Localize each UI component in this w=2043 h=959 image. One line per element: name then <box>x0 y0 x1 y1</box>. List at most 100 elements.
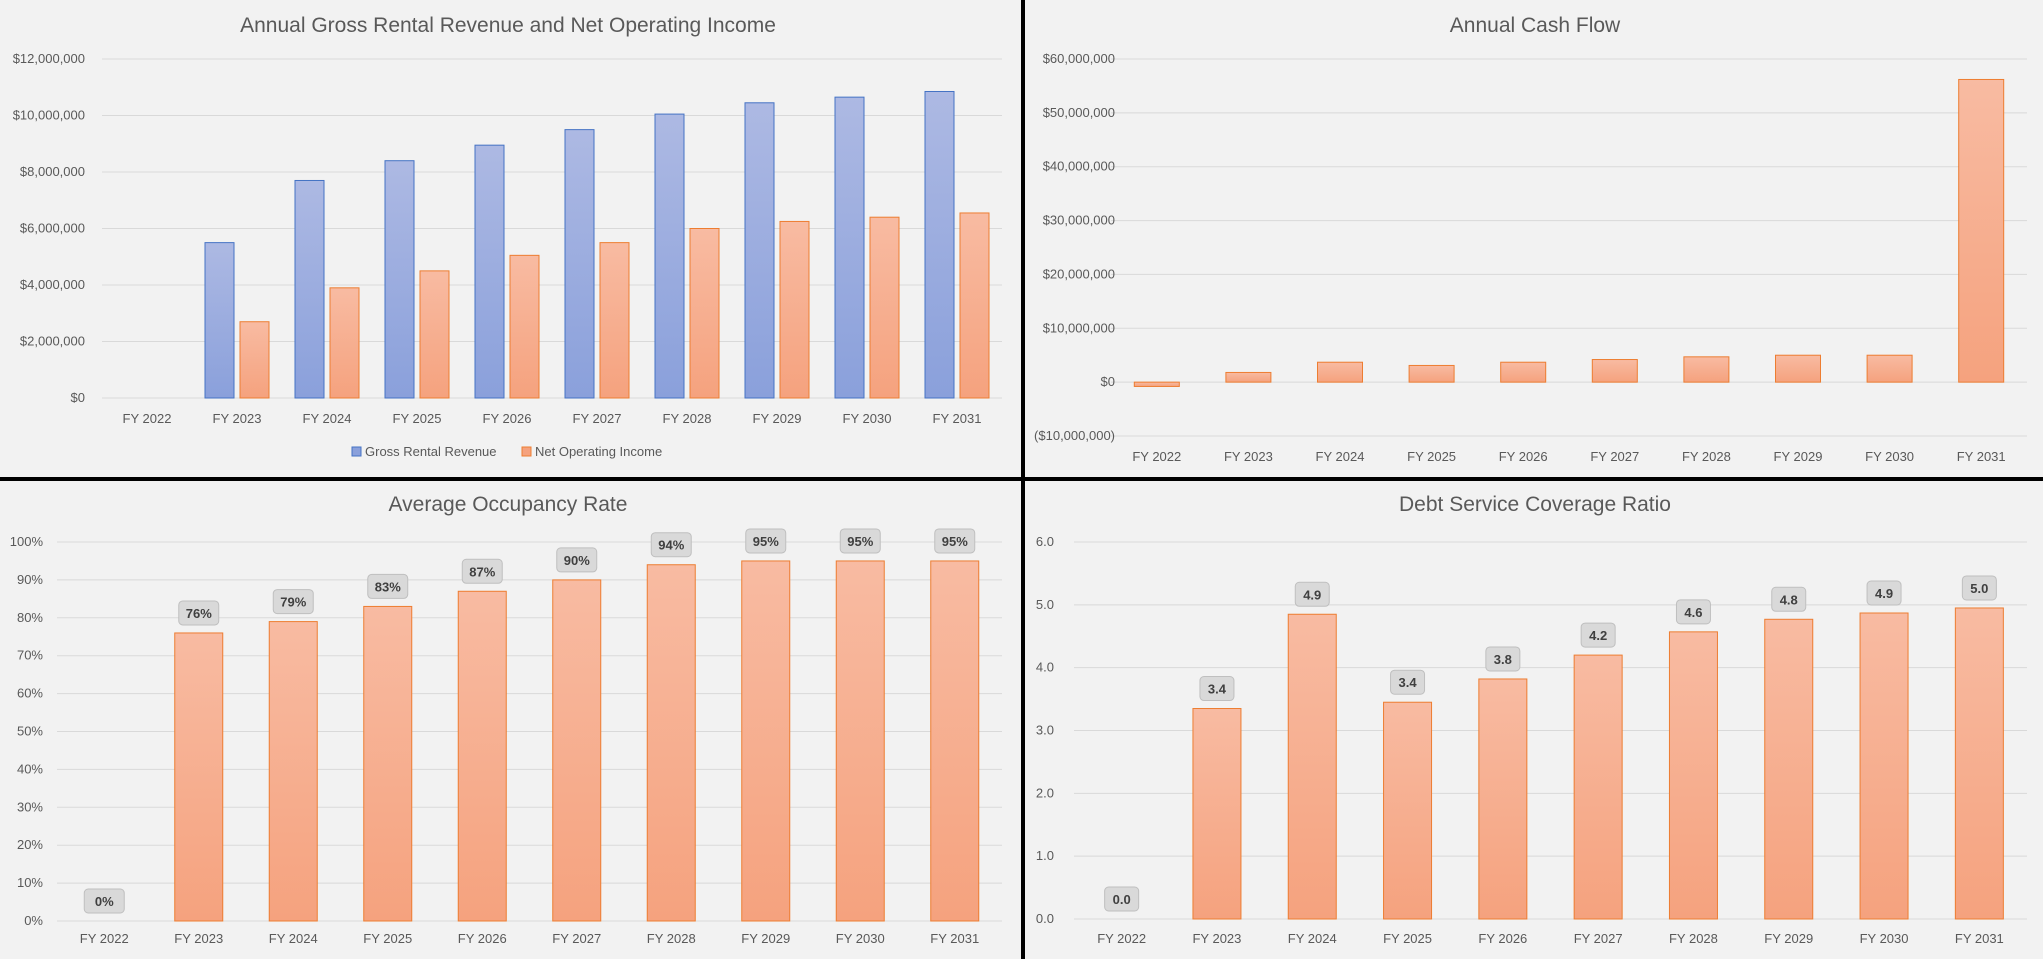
data-label: 4.2 <box>1589 628 1607 643</box>
x-tick-label: FY 2029 <box>1764 931 1813 946</box>
x-tick-label: FY 2026 <box>458 931 507 946</box>
legend-swatch <box>351 446 362 457</box>
data-label: 4.8 <box>1780 592 1798 607</box>
value-bar <box>1683 356 1730 383</box>
data-label: 95% <box>942 534 968 549</box>
x-tick-label: FY 2022 <box>123 411 172 426</box>
value-bar <box>552 579 602 922</box>
x-tick-label: FY 2023 <box>213 411 262 426</box>
data-label: 3.8 <box>1494 652 1512 667</box>
y-tick-label: 2.0 <box>1036 785 1054 800</box>
noi-bar <box>779 220 810 399</box>
y-tick-label: 90% <box>17 572 43 587</box>
y-tick-label: 50% <box>17 724 43 739</box>
x-tick-label: FY 2030 <box>836 931 885 946</box>
x-tick-label: FY 2027 <box>1574 931 1623 946</box>
x-tick-label: FY 2030 <box>1860 931 1909 946</box>
y-tick-label: $12,000,000 <box>13 51 85 66</box>
data-label-box <box>367 573 409 599</box>
value-bar <box>646 564 696 922</box>
value-bar <box>1668 631 1718 920</box>
noi-bar <box>869 216 900 399</box>
data-label: 95% <box>847 534 873 549</box>
x-tick-label: FY 2026 <box>483 411 532 426</box>
y-tick-label: 5.0 <box>1036 597 1054 612</box>
value-bar <box>1764 618 1814 920</box>
data-label: 83% <box>375 579 401 594</box>
x-tick-label: FY 2025 <box>393 411 442 426</box>
y-tick-label: $0 <box>1101 374 1115 389</box>
x-tick-label: FY 2024 <box>269 931 318 946</box>
y-tick-label: $10,000,000 <box>13 108 85 123</box>
data-label: 76% <box>186 606 212 621</box>
y-tick-label: $40,000,000 <box>1043 159 1115 174</box>
data-label-box <box>1961 575 1997 601</box>
legend-label: Net Operating Income <box>535 444 662 459</box>
y-tick-label: $10,000,000 <box>1043 320 1115 335</box>
x-tick-label: FY 2031 <box>1957 449 2006 464</box>
data-label-box <box>1580 622 1616 648</box>
noi-bar <box>959 212 990 399</box>
x-tick-label: FY 2028 <box>647 931 696 946</box>
x-tick-label: FY 2027 <box>1590 449 1639 464</box>
x-tick-label: FY 2022 <box>1132 449 1181 464</box>
gross-revenue-bar <box>834 96 865 399</box>
x-tick-label: FY 2028 <box>1682 449 1731 464</box>
y-tick-label: 60% <box>17 686 43 701</box>
noi-bar <box>509 254 540 399</box>
data-label-box <box>1771 586 1807 612</box>
noi-bar <box>689 228 720 399</box>
cash-flow-chart-panel: Annual Cash Flow ($10,000,000) $0 $10,000,0… <box>1023 0 2043 479</box>
y-tick-label: 6.0 <box>1036 534 1054 549</box>
y-tick-label: 40% <box>17 761 43 776</box>
legend-label: Gross Rental Revenue <box>365 444 497 459</box>
value-bar <box>1591 359 1638 383</box>
data-label-box <box>556 547 598 573</box>
data-label: 3.4 <box>1208 682 1227 697</box>
x-tick-label: FY 2024 <box>303 411 352 426</box>
value-bar <box>1866 354 1913 383</box>
data-label: 90% <box>564 553 590 568</box>
data-label: 87% <box>469 564 495 579</box>
value-bar <box>1573 654 1623 920</box>
chart-title: Average Occupancy Rate <box>389 493 628 516</box>
value-bar <box>741 560 791 922</box>
data-label: 4.6 <box>1684 605 1702 620</box>
value-bar <box>1500 361 1547 383</box>
data-label: 3.4 <box>1399 675 1418 690</box>
value-bar <box>1408 364 1455 383</box>
gross-revenue-bar <box>384 160 415 399</box>
value-bar <box>363 605 413 922</box>
x-tick-label: FY 2025 <box>363 931 412 946</box>
value-bar <box>174 632 224 922</box>
data-label: 5.0 <box>1970 581 1988 596</box>
data-label-box <box>1104 886 1140 912</box>
data-label: 0.0 <box>1113 892 1131 907</box>
data-label-box <box>83 888 125 914</box>
x-tick-label: FY 2024 <box>1316 449 1365 464</box>
x-tick-label: FY 2031 <box>930 931 979 946</box>
x-tick-label: FY 2027 <box>573 411 622 426</box>
x-tick-label: FY 2029 <box>1774 449 1823 464</box>
chart-title: Annual Gross Rental Revenue and Net Oper… <box>240 14 776 37</box>
data-label-box <box>1199 676 1235 702</box>
data-label-box <box>178 600 220 626</box>
y-tick-label: $60,000,000 <box>1043 51 1115 66</box>
gross-revenue-bar <box>744 102 775 399</box>
x-tick-label: FY 2023 <box>174 931 223 946</box>
value-bar <box>1478 678 1528 920</box>
y-tick-label: 4.0 <box>1036 660 1054 675</box>
x-tick-label: FY 2023 <box>1192 931 1241 946</box>
y-tick-label: $8,000,000 <box>20 164 85 179</box>
x-tick-label: FY 2029 <box>753 411 802 426</box>
x-tick-label: FY 2027 <box>552 931 601 946</box>
y-tick-label: $2,000,000 <box>20 334 85 349</box>
revenue-chart-panel: Annual Gross Rental Revenue and Net Oper… <box>0 0 1023 479</box>
x-tick-label: FY 2028 <box>1669 931 1718 946</box>
occupancy-chart: Average Occupancy Rate 0% 10% 20% 30% 40% 50% 6… <box>10 493 1002 946</box>
data-label-box <box>650 532 692 558</box>
value-bar <box>1225 371 1272 383</box>
value-bar <box>1317 361 1363 383</box>
value-bar <box>1383 701 1433 920</box>
